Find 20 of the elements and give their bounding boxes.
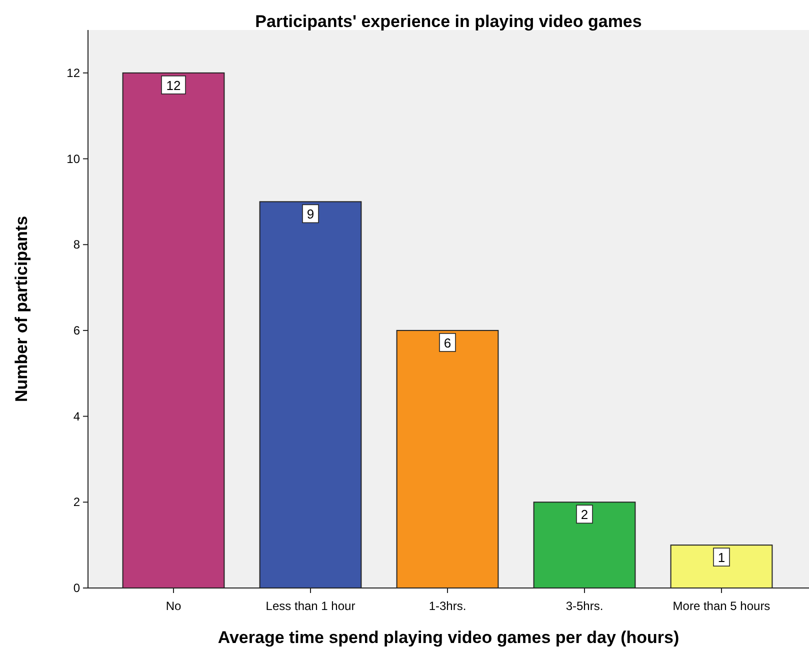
y-tick-label: 12 <box>66 66 80 80</box>
data-label: 6 <box>444 335 452 350</box>
y-tick-label: 0 <box>73 581 80 595</box>
x-tick-label: Less than 1 hour <box>266 599 356 613</box>
y-tick-label: 4 <box>73 409 80 424</box>
data-label: 9 <box>306 206 314 222</box>
data-label: 12 <box>166 78 181 93</box>
y-tick-label: 2 <box>73 495 80 510</box>
x-tick-label: 1-3hrs. <box>428 599 466 613</box>
y-tick-label: 10 <box>66 152 80 166</box>
chart-title: Participants' experience in playing video games <box>255 12 642 31</box>
data-label: 2 <box>580 507 588 522</box>
x-tick-label: More than 5 hours <box>672 599 770 613</box>
y-tick-label: 8 <box>73 238 80 252</box>
data-label: 1 <box>718 550 726 566</box>
x-axis-title: Average time spend playing video games per day (hours) <box>218 628 680 647</box>
x-tick-label: No <box>166 599 182 613</box>
y-tick-label: 6 <box>73 323 80 338</box>
x-tick-label: 3-5hrs. <box>566 599 604 613</box>
y-axis-title: Number of participants <box>12 216 31 402</box>
